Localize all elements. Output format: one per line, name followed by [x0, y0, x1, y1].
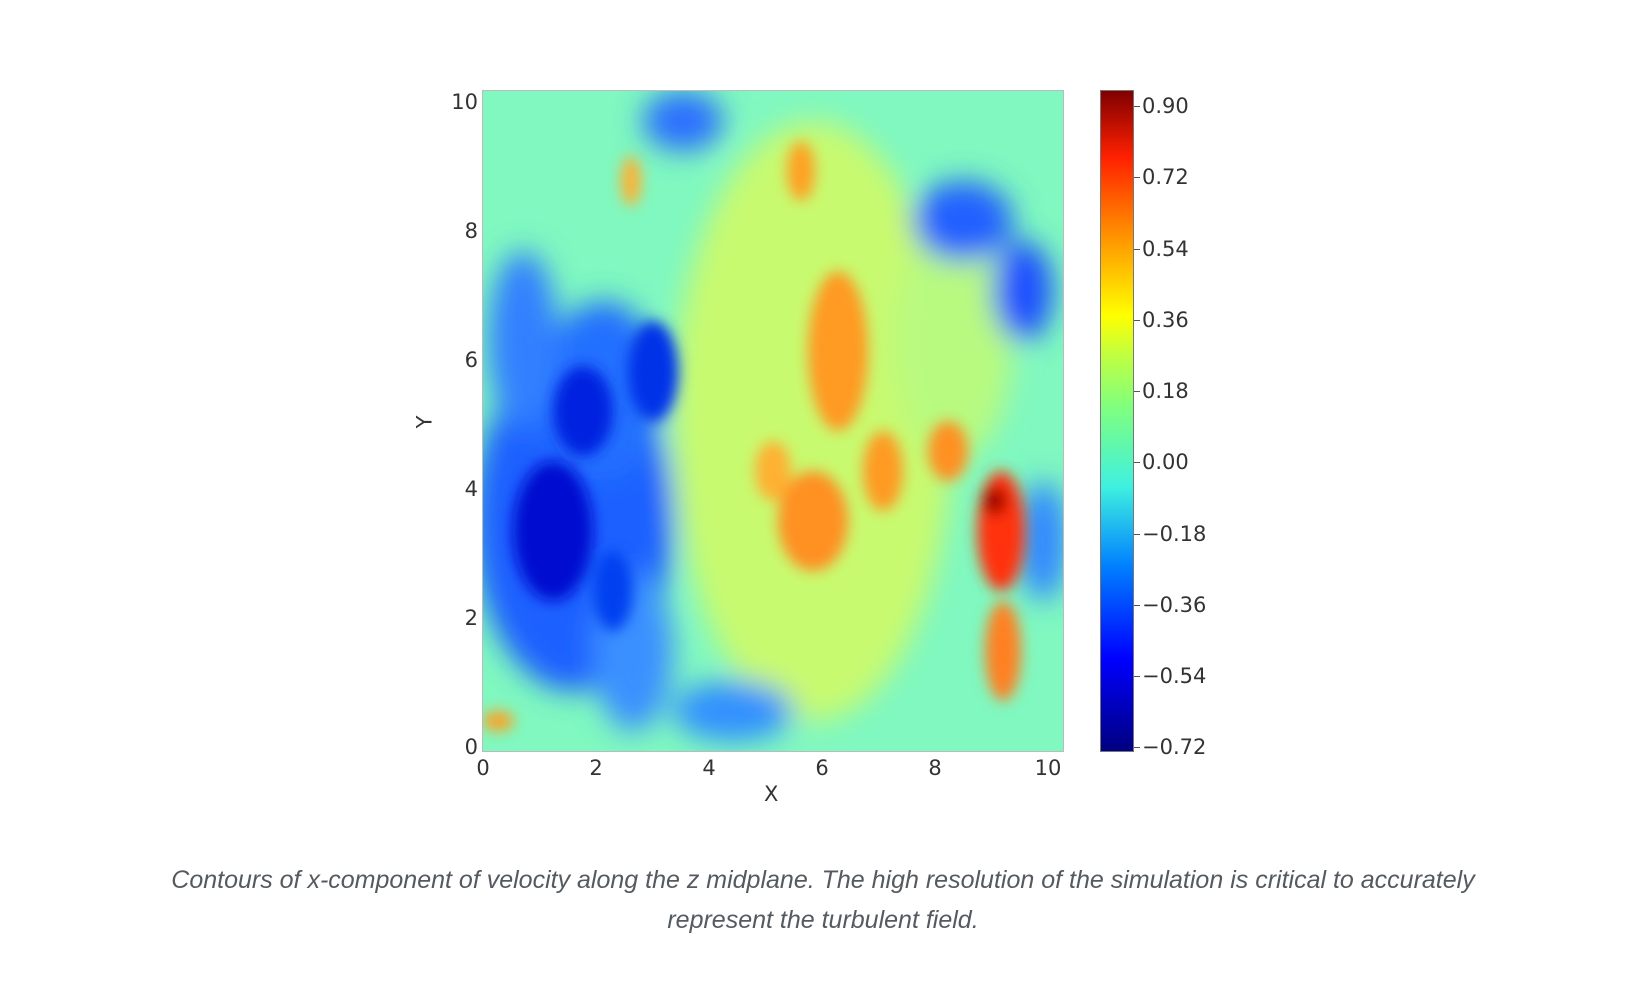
caption-line-2: represent the turbulent field.: [667, 906, 979, 934]
colorbar-label: 0.90: [1142, 94, 1189, 118]
y-axis-label: Y: [412, 415, 437, 429]
y-tick-2: 2: [464, 606, 478, 630]
colorbar-tick: [1134, 320, 1140, 321]
colorbar: [1100, 90, 1134, 752]
colorbar-tick: [1134, 391, 1140, 392]
y-tick-0: 0: [464, 735, 478, 759]
y-tick-8: 8: [464, 219, 478, 243]
colorbar-tick: [1134, 462, 1140, 463]
colorbar-tick: [1134, 249, 1140, 250]
caption-line-1: Contours of x-component of velocity alon…: [171, 866, 1475, 894]
contour-plot: [482, 90, 1064, 752]
y-tick-10: 10: [451, 90, 478, 114]
colorbar-label: −0.72: [1142, 735, 1207, 759]
x-tick-8: 8: [928, 756, 942, 780]
x-tick-6: 6: [815, 756, 829, 780]
y-tick-4: 4: [464, 477, 478, 501]
colorbar-label: −0.54: [1142, 664, 1207, 688]
colorbar-label: −0.18: [1142, 522, 1207, 546]
colorbar-tick: [1134, 106, 1140, 107]
figure: 10 8 6 4 2 0 0 2 4 6 8 10 X Y 0.90 0.72 …: [412, 90, 1207, 806]
turbulence-field: [483, 91, 1063, 751]
colorbar-tick: [1134, 747, 1140, 748]
colorbar-tick: [1134, 605, 1140, 606]
colorbar-label: 0.36: [1142, 308, 1189, 332]
colorbar-label: 0.00: [1142, 450, 1189, 474]
colorbar-tick: [1134, 676, 1140, 677]
x-tick-0: 0: [476, 756, 490, 780]
colorbar-label: 0.54: [1142, 237, 1189, 261]
y-tick-6: 6: [464, 348, 478, 372]
colorbar-label: 0.18: [1142, 379, 1189, 403]
x-tick-4: 4: [702, 756, 716, 780]
colorbar-tick: [1134, 534, 1140, 535]
figure-caption: Contours of x-component of velocity alon…: [60, 860, 1586, 940]
x-tick-10: 10: [1034, 756, 1062, 780]
colorbar-tick: [1134, 177, 1140, 178]
colorbar-label: −0.36: [1142, 593, 1207, 617]
x-axis-label: X: [764, 782, 779, 806]
x-tick-2: 2: [589, 756, 603, 780]
colorbar-label: 0.72: [1142, 165, 1189, 189]
